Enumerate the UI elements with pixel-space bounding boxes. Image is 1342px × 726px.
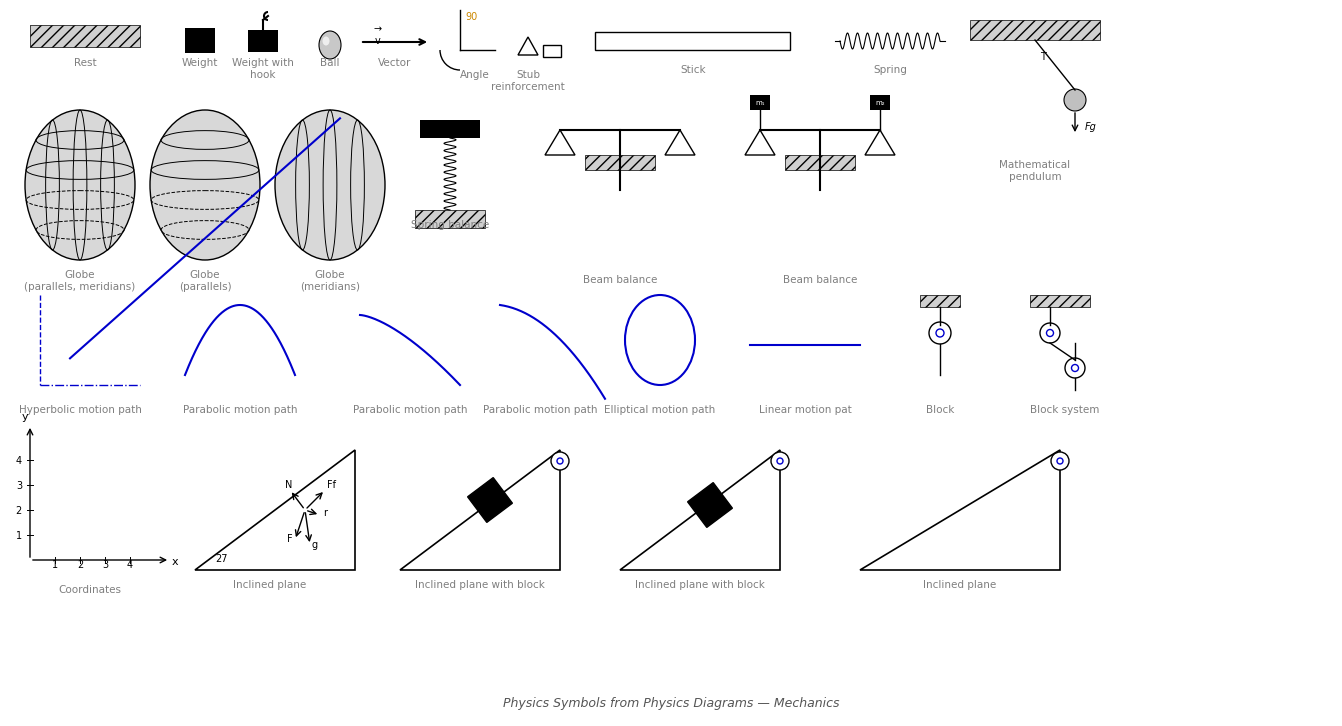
Text: 4: 4 — [127, 560, 133, 570]
Bar — [544, 45, 561, 57]
Text: 2: 2 — [16, 506, 21, 516]
Text: Inclined plane with block: Inclined plane with block — [635, 580, 765, 590]
Text: Stub
reinforcement: Stub reinforcement — [491, 70, 565, 91]
Text: 27: 27 — [215, 554, 228, 564]
Text: F: F — [287, 534, 293, 544]
Text: Beam balance: Beam balance — [582, 275, 658, 285]
Ellipse shape — [25, 110, 136, 260]
Ellipse shape — [319, 31, 341, 59]
Ellipse shape — [1040, 323, 1060, 343]
Bar — [970, 20, 1100, 40]
Text: Parabolic motion path: Parabolic motion path — [183, 405, 297, 415]
Polygon shape — [195, 450, 356, 570]
Polygon shape — [545, 130, 574, 155]
Bar — [415, 210, 484, 228]
Text: T: T — [1040, 52, 1045, 62]
Ellipse shape — [772, 452, 789, 470]
Text: m₁: m₁ — [756, 100, 765, 106]
Text: Inclined plane: Inclined plane — [923, 580, 997, 590]
Polygon shape — [687, 483, 733, 527]
Polygon shape — [860, 450, 1060, 570]
Text: Rest: Rest — [74, 58, 97, 68]
Text: Spring balance: Spring balance — [411, 220, 488, 230]
Text: Block system: Block system — [1031, 405, 1099, 415]
Text: 4: 4 — [16, 456, 21, 466]
Ellipse shape — [552, 452, 569, 470]
Ellipse shape — [1047, 330, 1053, 336]
Text: Hyperbolic motion path: Hyperbolic motion path — [19, 405, 141, 415]
Ellipse shape — [1071, 364, 1079, 372]
Text: Parabolic motion path: Parabolic motion path — [353, 405, 467, 415]
Ellipse shape — [1051, 452, 1070, 470]
Bar — [870, 95, 890, 110]
Text: Inclined plane with block: Inclined plane with block — [415, 580, 545, 590]
Text: x: x — [172, 557, 178, 567]
Bar — [921, 295, 960, 307]
Polygon shape — [866, 130, 895, 155]
Polygon shape — [666, 130, 695, 155]
Text: Weight: Weight — [181, 58, 219, 68]
Text: Ball: Ball — [321, 58, 340, 68]
Text: Block: Block — [926, 405, 954, 415]
Bar — [750, 95, 770, 110]
Text: Vector: Vector — [378, 58, 412, 68]
Text: Parabolic motion path: Parabolic motion path — [483, 405, 597, 415]
Text: Fg: Fg — [1084, 122, 1096, 132]
Text: Globe
(meridians): Globe (meridians) — [301, 270, 360, 292]
Text: Inclined plane: Inclined plane — [234, 580, 306, 590]
Polygon shape — [518, 37, 538, 55]
Ellipse shape — [275, 110, 385, 260]
Text: Globe
(parallels): Globe (parallels) — [178, 270, 231, 292]
Bar — [248, 30, 278, 52]
Text: 1: 1 — [16, 531, 21, 541]
Text: Mathematical
pendulum: Mathematical pendulum — [1000, 160, 1071, 182]
Text: Coordinates: Coordinates — [59, 585, 122, 595]
Ellipse shape — [557, 458, 564, 464]
Bar — [185, 28, 215, 53]
Polygon shape — [745, 130, 774, 155]
Ellipse shape — [150, 110, 260, 260]
Bar — [585, 155, 655, 170]
Ellipse shape — [929, 322, 951, 344]
Polygon shape — [467, 478, 513, 523]
Bar — [595, 32, 790, 50]
Ellipse shape — [1064, 89, 1086, 111]
Text: 2: 2 — [76, 560, 83, 570]
Text: Beam balance: Beam balance — [782, 275, 858, 285]
Polygon shape — [400, 450, 560, 570]
Text: 90: 90 — [466, 12, 478, 22]
Ellipse shape — [777, 458, 782, 464]
Bar — [420, 120, 480, 138]
Text: Ff: Ff — [327, 480, 336, 490]
Ellipse shape — [935, 329, 943, 337]
Text: Angle: Angle — [460, 70, 490, 80]
Bar — [785, 155, 855, 170]
Text: Elliptical motion path: Elliptical motion path — [604, 405, 715, 415]
Text: Weight with
hook: Weight with hook — [232, 58, 294, 80]
Text: →
v: → v — [374, 24, 382, 46]
Text: Physics Symbols from Physics Diagrams — Mechanics: Physics Symbols from Physics Diagrams — … — [503, 697, 839, 710]
Text: r: r — [323, 508, 327, 518]
Text: Stick: Stick — [680, 65, 706, 75]
Text: g: g — [311, 540, 318, 550]
Bar — [1031, 295, 1090, 307]
Text: Spring: Spring — [874, 65, 907, 75]
Text: 1: 1 — [52, 560, 58, 570]
Text: m₂: m₂ — [875, 100, 884, 106]
Text: N: N — [285, 480, 293, 489]
Ellipse shape — [1057, 458, 1063, 464]
Text: 3: 3 — [102, 560, 109, 570]
Text: Globe
(parallels, meridians): Globe (parallels, meridians) — [24, 270, 136, 292]
Ellipse shape — [322, 36, 330, 46]
Text: 3: 3 — [16, 481, 21, 491]
Text: Linear motion pat: Linear motion pat — [758, 405, 851, 415]
Bar — [30, 25, 140, 47]
Polygon shape — [620, 450, 780, 570]
Ellipse shape — [1066, 358, 1084, 378]
Text: y: y — [21, 412, 28, 422]
